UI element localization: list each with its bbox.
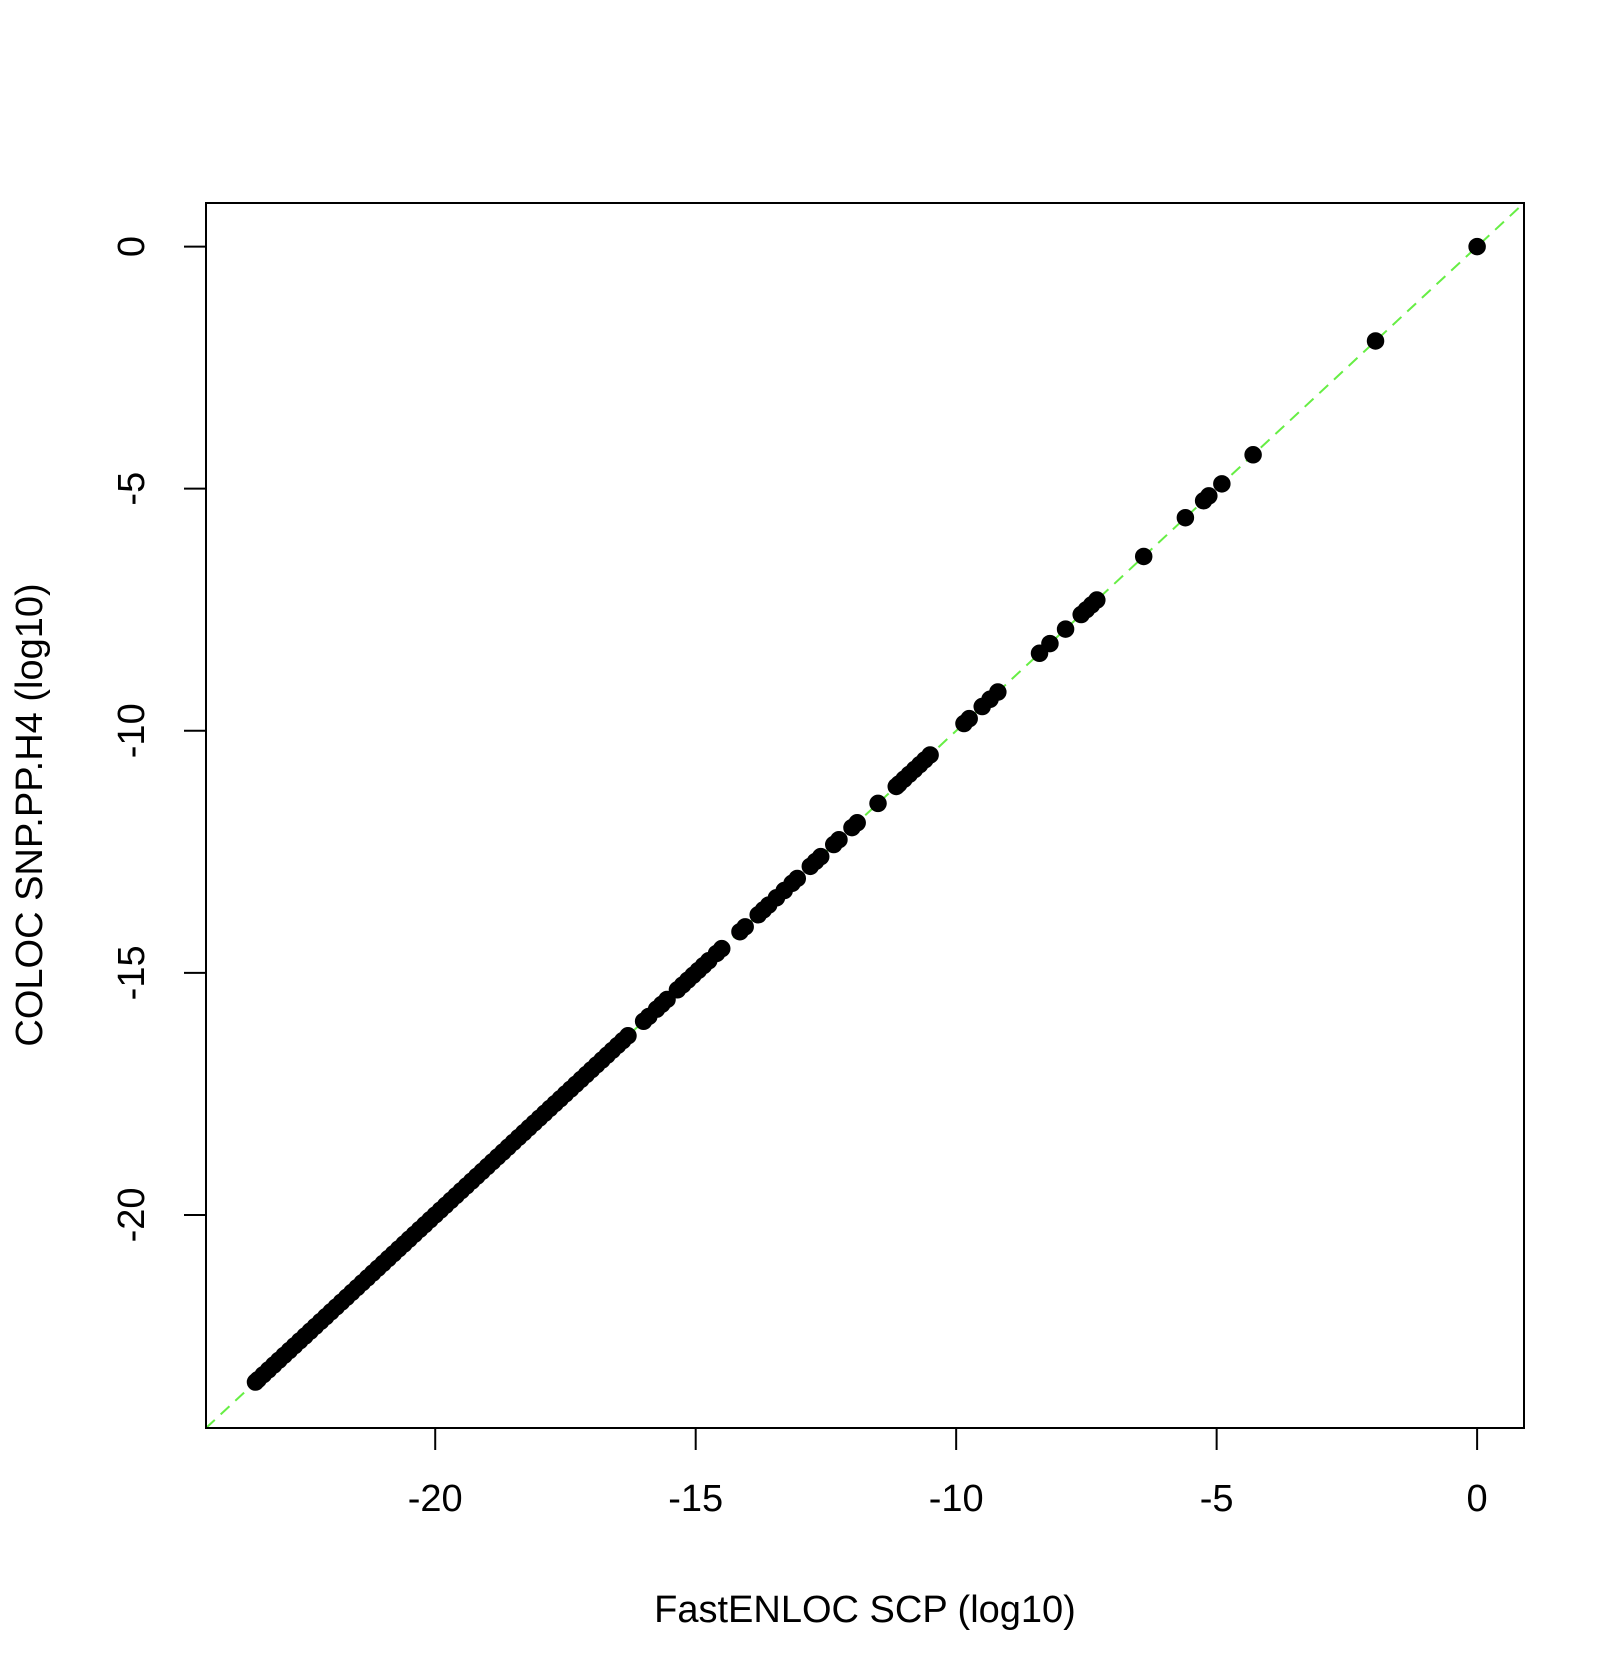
data-point: [1056, 620, 1075, 638]
data-point: [1468, 237, 1486, 256]
data-point: [1366, 332, 1385, 350]
y-tick-label: -5: [111, 472, 153, 506]
data-point: [246, 1373, 265, 1391]
data-point: [1244, 446, 1262, 464]
data-point: [1134, 547, 1153, 566]
data-point: [801, 857, 820, 876]
x-tick-label: -20: [408, 1478, 463, 1520]
x-tick-label: -15: [668, 1478, 723, 1520]
x-tick-label: -10: [929, 1478, 984, 1520]
data-point: [955, 714, 973, 733]
y-tick-label: -20: [111, 1187, 153, 1242]
data-point: [731, 922, 749, 941]
data-point: [973, 697, 991, 716]
data-point: [843, 818, 861, 837]
y-tick-label: -15: [111, 945, 153, 1000]
x-tick-label: -5: [1200, 1478, 1234, 1520]
y-axis: 0 -5 -10 -15 -20: [111, 236, 207, 1242]
data-point: [749, 906, 767, 924]
y-tick-label: 0: [111, 236, 153, 257]
y-tick-label: -10: [111, 703, 153, 758]
data-point: [634, 1012, 653, 1031]
x-axis-label: FastENLOC SCP (log10): [654, 1589, 1076, 1631]
data-point: [824, 835, 843, 854]
data-point: [1030, 644, 1049, 663]
y-axis-label: COLOC SNP.PP.H4 (log10): [9, 583, 51, 1046]
points-layer: [246, 237, 1486, 1391]
data-point: [869, 794, 887, 813]
data-point: [1194, 492, 1213, 510]
data-point: [1213, 475, 1231, 493]
data-point: [887, 777, 906, 796]
data-point: [1176, 508, 1195, 527]
x-tick-label: 0: [1467, 1478, 1488, 1520]
x-axis: -20 -15 -10 -5 0: [408, 1427, 1488, 1520]
data-point: [1072, 605, 1090, 624]
